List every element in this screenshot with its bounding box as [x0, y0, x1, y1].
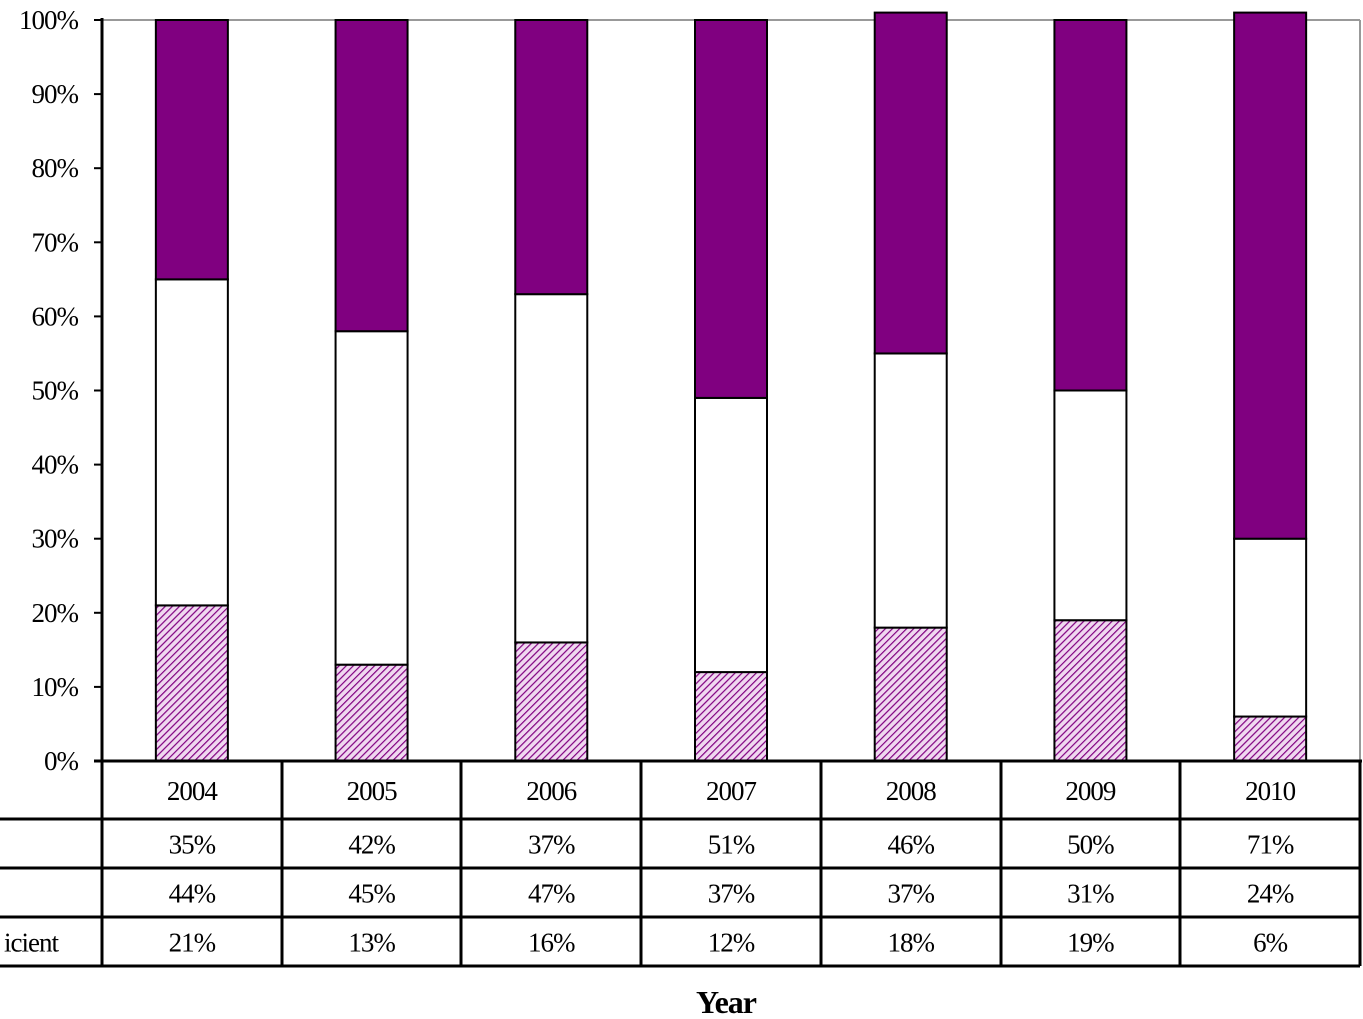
- x-tick-label-2004: 2004: [167, 776, 219, 806]
- bar-segment-2004-s2: [154, 19, 229, 281]
- data-label-2005-s1: 45%: [348, 879, 395, 909]
- data-label-2004-s1: 44%: [169, 879, 216, 909]
- data-label-2005-s0: 13%: [348, 928, 395, 958]
- x-tick-label-2009: 2009: [1065, 776, 1116, 806]
- bar-segment-2010-s0: [1233, 715, 1308, 762]
- data-label-2009-s1: 31%: [1067, 879, 1114, 909]
- bar-segment-2006-s2: [514, 19, 589, 296]
- y-tick-label: 0%: [44, 746, 79, 776]
- data-label-2008-s1: 37%: [887, 879, 934, 909]
- bar-segment-2006-s1: [514, 293, 589, 644]
- bar-segment-2006-s0: [514, 641, 589, 762]
- data-label-2008-s0: 18%: [887, 928, 934, 958]
- y-tick-label: 60%: [32, 301, 79, 331]
- bar-segment-2010-s1: [1233, 537, 1308, 718]
- bar-segment-2009-s1: [1053, 389, 1128, 622]
- data-label-2010-s1: 24%: [1247, 879, 1294, 909]
- y-tick-label: 10%: [32, 672, 79, 702]
- y-tick-label: 90%: [32, 79, 79, 109]
- bar-segment-2005-s1: [334, 330, 409, 666]
- data-label-2007-s2: 51%: [708, 830, 755, 860]
- data-label-2006-s1: 47%: [528, 879, 575, 909]
- x-tick-label-2008: 2008: [886, 776, 937, 806]
- bar-segment-2007-s2: [694, 19, 768, 399]
- bar-segment-2004-s1: [154, 278, 229, 607]
- data-label-2004-s2: 35%: [169, 830, 216, 860]
- y-tick-label: 100%: [19, 5, 79, 35]
- y-tick-label: 70%: [32, 227, 79, 257]
- x-tick-label-2010: 2010: [1245, 776, 1296, 806]
- bar-segment-2007-s1: [694, 396, 768, 674]
- data-label-2008-s2: 46%: [887, 830, 934, 860]
- y-tick-label: 80%: [32, 153, 79, 183]
- data-label-2010-s0: 6%: [1253, 928, 1288, 958]
- y-tick-label: 50%: [32, 376, 79, 406]
- y-tick-label: 40%: [32, 450, 79, 480]
- data-label-2007-s1: 37%: [708, 879, 755, 909]
- bar-segment-2007-s0: [694, 671, 768, 763]
- data-label-2009-s2: 50%: [1067, 830, 1114, 860]
- bar-segment-2004-s0: [154, 604, 229, 763]
- y-tick-label: 30%: [32, 524, 79, 554]
- bar-segment-2008-s0: [873, 626, 948, 762]
- data-label-2004-s0: 21%: [169, 928, 216, 958]
- bars: [154, 11, 1308, 763]
- bar-segment-2005-s0: [334, 663, 409, 762]
- data-table: 2004 2005 2006 2007 2008 2009 2010 35% 42% 37% 51%…: [0, 759, 1362, 968]
- bar-segment-2008-s2: [873, 11, 948, 355]
- data-label-2006-s0: 16%: [528, 928, 575, 958]
- data-label-2006-s2: 37%: [528, 830, 575, 860]
- bar-segment-2009-s0: [1053, 619, 1128, 763]
- data-label-2009-s0: 19%: [1067, 928, 1114, 958]
- data-label-2007-s0: 12%: [708, 928, 755, 958]
- bar-segment-2009-s2: [1053, 19, 1128, 392]
- bar-segment-2005-s2: [334, 19, 409, 333]
- x-tick-label-2007: 2007: [706, 776, 757, 806]
- bar-segment-2010-s2: [1233, 11, 1308, 540]
- y-tick-label: 20%: [32, 598, 79, 628]
- x-tick-label-2005: 2005: [347, 776, 398, 806]
- data-label-2010-s2: 71%: [1247, 830, 1294, 860]
- series-name-label: icient: [4, 928, 59, 958]
- x-tick-label-2006: 2006: [526, 776, 577, 806]
- data-label-2005-s2: 42%: [348, 830, 395, 860]
- x-axis-title: Year: [696, 984, 757, 1019]
- bar-segment-2008-s1: [873, 352, 948, 629]
